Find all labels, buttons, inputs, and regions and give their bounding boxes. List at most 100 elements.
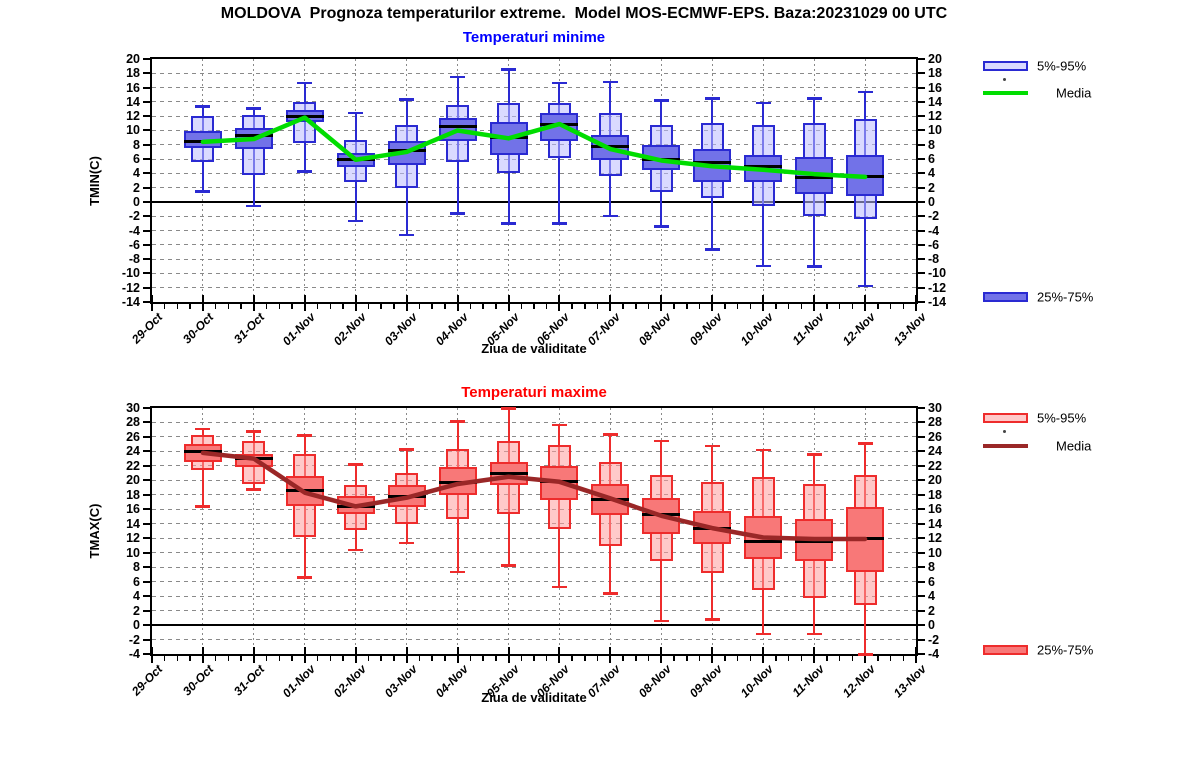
x-tick-major [558,647,561,663]
x-tick-minor [622,304,624,309]
y-tick-left [143,464,150,467]
y-tick-left [143,493,150,496]
whisker-cap-min [399,541,415,545]
y-tick-label-right: 24 [928,444,942,459]
y-tick-right [918,229,925,232]
legend-media-line [983,444,1028,448]
y-axis-title: TMAX(C) [87,503,102,559]
y-tick-right [918,595,925,598]
y-tick-right [918,200,925,203]
plot-border [150,406,918,656]
y-tick-left [143,566,150,569]
y-tick-right [918,58,925,60]
h-gridline [152,215,916,217]
y-tick-left [143,522,150,525]
x-tick-major [252,295,255,311]
whisker-cap-max [501,407,517,410]
x-tick-minor [329,304,332,309]
x-tick-major [354,647,357,663]
x-tick-minor [622,656,624,661]
y-tick-label-right: 18 [928,487,942,502]
y-tick-left [143,243,150,246]
whisker-cap-max [399,448,415,451]
y-tick-label-left: 24 [126,444,140,459]
x-tick-minor [673,656,675,661]
y-tick-label-left: -4 [128,223,140,238]
y-tick-label-left: 4 [133,166,140,181]
legend-label-media: Media [1056,85,1092,101]
y-tick-right [918,537,925,540]
y-tick-label-right: 2 [928,180,935,195]
x-tick-minor [469,656,472,661]
whisker-cap-max [704,444,720,448]
median-line [387,494,426,498]
x-tick-minor [647,304,650,309]
whisker-cap-max [450,75,466,79]
y-tick-label-right: 8 [928,560,935,575]
h-gridline [152,187,916,189]
plot-border [150,57,918,304]
y-tick-right [918,286,925,289]
v-gridline [304,59,306,302]
median-line [438,481,477,485]
x-tick-minor [724,304,726,309]
x-tick-major [762,295,765,311]
whisker-cap-max [195,105,211,108]
y-tick-right [918,450,925,453]
x-tick-minor [902,304,905,309]
y-tick-right [918,624,925,627]
x-tick-minor [214,304,217,309]
x-tick-minor [418,304,421,309]
x-tick-minor [291,656,293,661]
x-tick-minor [291,304,293,309]
median-line [540,480,579,484]
h-gridline [152,552,916,554]
y-tick-right [918,186,925,189]
x-tick-minor [596,304,599,309]
x-tick-minor [163,656,166,661]
legend-label-25-75: 25%-75% [1037,642,1094,658]
whisker-cap-min [551,222,567,225]
chart-subtitle: Temperaturi maxime [461,384,607,401]
y-tick-label-right: 12 [928,531,942,546]
y-tick-label-right: 6 [928,152,935,167]
h-gridline [152,639,916,641]
y-tick-label-right: 20 [928,52,942,66]
y-tick-label-left: 30 [126,401,140,415]
y-tick-left [143,508,150,511]
x-tick-minor [176,304,179,309]
y-tick-left [143,537,150,540]
y-tick-right [918,272,925,275]
box-25-75 [744,515,783,560]
y-tick-right [918,172,925,175]
whisker-cap-min [348,548,364,552]
y-tick-label-right: -4 [928,223,940,238]
y-tick-right [918,609,925,612]
y-tick-left [143,301,150,303]
y-tick-label-left: 0 [133,618,140,633]
x-tick-minor [495,656,497,661]
legend-media-line [983,91,1028,95]
x-tick-minor [571,656,573,661]
x-tick-minor [444,304,446,309]
x-tick-minor [469,304,472,309]
x-tick-minor [240,304,242,309]
legend-label-25-75: 25%-75% [1037,289,1094,305]
y-tick-label-right: 0 [928,618,935,633]
x-tick-major [711,647,714,663]
y-tick-label-right: 8 [928,137,935,152]
x-tick-minor [240,656,242,661]
x-tick-minor [342,656,344,661]
x-tick-major [354,295,357,311]
x-tick-minor [851,304,854,309]
y-tick-left [143,450,150,453]
y-tick-label-right: -14 [928,295,947,309]
y-tick-label-left: 8 [133,137,140,152]
whisker-cap-max [806,453,822,456]
y-tick-left [143,638,150,641]
x-tick-minor [393,304,395,309]
x-tick-major [915,647,917,663]
x-tick-minor [431,656,433,661]
y-tick-left [143,129,150,132]
